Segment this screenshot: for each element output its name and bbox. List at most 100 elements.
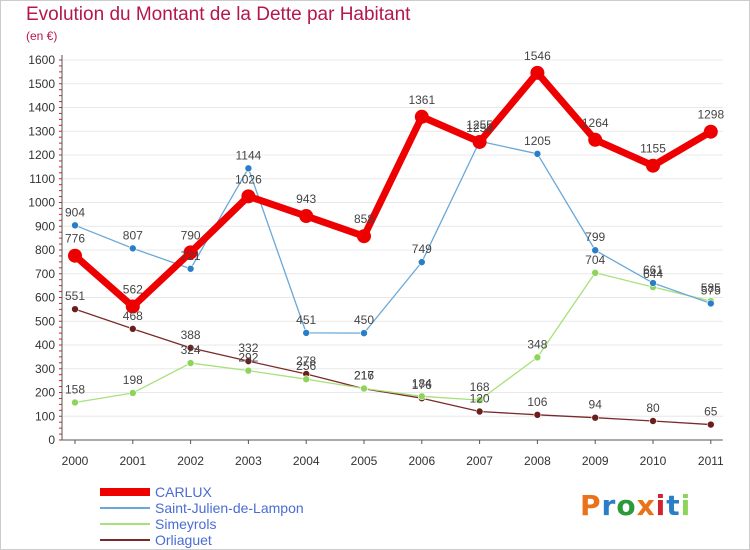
data-label-saint-julien-de-lampon: 904 — [65, 205, 85, 219]
data-label-carlux: 943 — [296, 192, 316, 206]
data-point-orliaguet — [706, 420, 715, 429]
y-tick-label: 700 — [35, 267, 55, 281]
data-label-orliaguet: 176 — [412, 378, 432, 392]
x-tick-label: 2003 — [235, 454, 262, 468]
data-label-carlux: 562 — [123, 283, 143, 297]
data-label-carlux: 1298 — [697, 108, 724, 122]
data-label-orliaguet: 65 — [704, 405, 718, 419]
data-point-saint-julien-de-lampon — [533, 150, 542, 158]
chart-title: Evolution du Montant de la Dette par Hab… — [26, 4, 411, 25]
series-line-orliaguet — [74, 308, 711, 426]
data-point-simeyrols — [533, 353, 542, 362]
data-label-orliaguet: 388 — [181, 328, 201, 342]
data-label-orliaguet: 80 — [646, 401, 660, 415]
data-label-simeyrols: 217 — [354, 368, 374, 382]
data-point-orliaguet — [649, 417, 657, 425]
y-tick-label: 100 — [35, 409, 55, 423]
data-label-carlux: 1026 — [235, 172, 262, 186]
legend-label: CARLUX — [155, 484, 212, 500]
data-label-simeyrols: 704 — [585, 253, 605, 267]
x-tick-label: 2005 — [351, 454, 378, 468]
data-point-simeyrols — [244, 366, 253, 375]
data-point-orliaguet — [71, 305, 79, 313]
data-point-carlux — [68, 248, 82, 263]
data-point-simeyrols — [591, 268, 600, 277]
y-tick-label: 1300 — [28, 124, 55, 138]
data-label-simeyrols: 292 — [238, 351, 258, 365]
data-label-orliaguet: 468 — [123, 309, 143, 323]
data-label-carlux: 776 — [65, 232, 85, 246]
data-label-saint-julien-de-lampon: 451 — [296, 313, 316, 327]
data-label-simeyrols: 585 — [701, 281, 721, 295]
legend-swatch — [100, 523, 150, 525]
data-point-carlux — [125, 299, 140, 314]
y-tick-label: 1500 — [28, 77, 55, 91]
data-point-saint-julien-de-lampon — [71, 221, 79, 230]
data-point-simeyrols — [417, 392, 426, 401]
data-point-carlux — [530, 65, 545, 80]
y-tick-label: 600 — [35, 291, 55, 305]
legend-label: Saint-Julien-de-Lampon — [155, 500, 304, 516]
data-label-orliaguet: 94 — [589, 398, 603, 412]
data-point-orliaguet — [591, 413, 600, 422]
x-tick-label: 2006 — [408, 454, 435, 468]
data-label-carlux: 790 — [181, 228, 201, 242]
x-tick-label: 2010 — [640, 454, 667, 468]
y-tick-label: 1200 — [28, 148, 55, 162]
data-point-simeyrols — [71, 398, 79, 407]
series-line-simeyrols — [74, 272, 711, 404]
data-label-saint-julien-de-lampon: 799 — [585, 230, 605, 244]
data-label-orliaguet: 332 — [238, 341, 258, 355]
x-tick-label: 2001 — [119, 454, 146, 468]
data-label-saint-julien-de-lampon: 1258 — [466, 121, 493, 135]
data-point-carlux — [414, 109, 429, 124]
y-tick-label: 300 — [35, 362, 55, 376]
series-line-carlux — [72, 69, 713, 311]
data-label-orliaguet: 216 — [354, 369, 374, 383]
y-tick-label: 1000 — [28, 196, 55, 210]
data-label-saint-julien-de-lampon: 450 — [354, 313, 374, 327]
data-label-saint-julien-de-lampon: 661 — [643, 263, 663, 277]
y-tick-label: 200 — [35, 386, 55, 400]
data-point-saint-julien-de-lampon — [649, 279, 657, 287]
data-point-saint-julien-de-lampon — [417, 258, 426, 266]
data-label-saint-julien-de-lampon: 749 — [412, 242, 432, 256]
x-tick-label: 2002 — [177, 454, 204, 468]
data-point-carlux — [472, 134, 487, 149]
legend-label: Simeyrols — [155, 516, 217, 532]
data-point-carlux — [703, 124, 718, 139]
y-tick-label: 1400 — [28, 101, 55, 115]
data-label-orliaguet: 106 — [527, 395, 547, 409]
data-label-simeyrols: 158 — [65, 382, 85, 396]
line-chart: 0 100 200 300 400 500 600 700 800 900 1000 1100 1200… — [28, 49, 724, 468]
data-label-simeyrols: 184 — [412, 376, 432, 390]
y-tick-label: 400 — [35, 338, 55, 352]
data-point-saint-julien-de-lampon — [129, 244, 137, 253]
data-label-carlux: 1546 — [524, 49, 551, 63]
data-point-orliaguet — [244, 357, 253, 365]
legend-swatch — [100, 539, 150, 541]
data-point-orliaguet — [533, 411, 542, 419]
data-label-simeyrols: 198 — [123, 373, 143, 387]
data-label-carlux: 1255 — [466, 118, 493, 132]
y-tick-label: 800 — [35, 243, 55, 257]
x-tick-label: 2007 — [466, 454, 493, 468]
data-point-saint-julien-de-lampon — [186, 264, 195, 273]
data-label-simeyrols: 324 — [181, 343, 201, 357]
data-point-saint-julien-de-lampon — [706, 299, 715, 308]
data-point-orliaguet — [186, 344, 195, 352]
data-label-carlux: 1361 — [408, 93, 435, 107]
data-label-carlux: 858 — [354, 212, 374, 226]
data-point-simeyrols — [475, 396, 484, 404]
y-tick-label: 900 — [35, 219, 55, 233]
data-label-orliaguet: 551 — [65, 289, 85, 303]
data-point-carlux — [588, 132, 603, 147]
x-tick-label: 2009 — [582, 454, 609, 468]
proxiti-logo: Proxiti — [580, 489, 692, 522]
data-point-carlux — [357, 229, 371, 244]
y-tick-label: 1600 — [28, 53, 55, 67]
legend-swatch — [100, 488, 150, 496]
data-point-saint-julien-de-lampon — [591, 246, 600, 255]
chart-unit-subtitle: (en €) — [26, 29, 58, 43]
